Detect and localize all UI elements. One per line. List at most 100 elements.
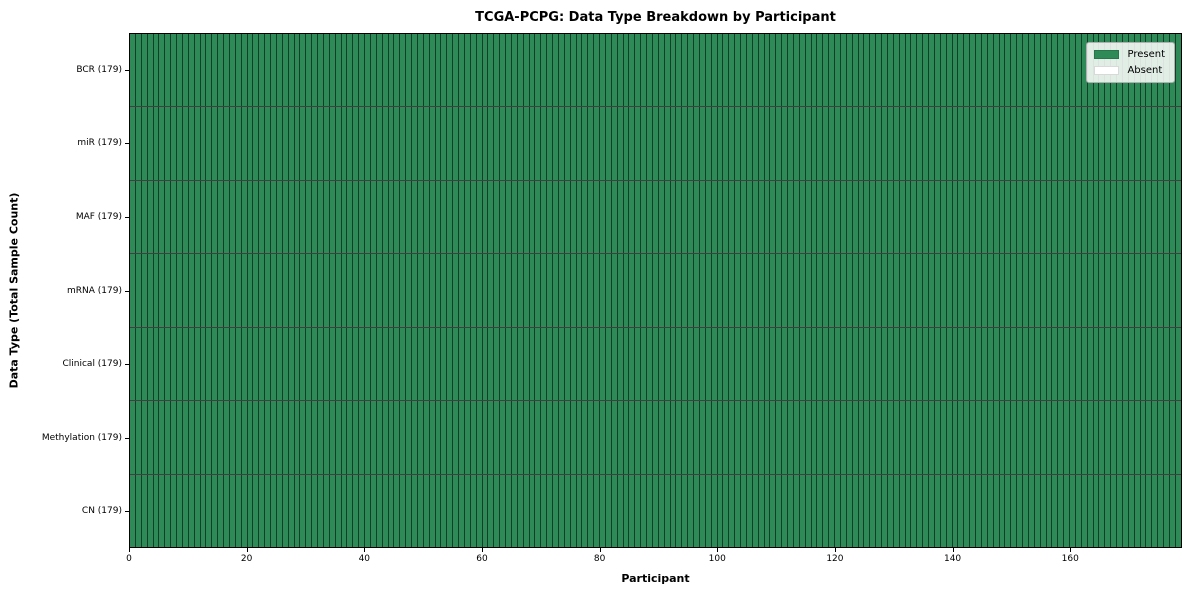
heatmap-cell bbox=[658, 474, 665, 547]
heatmap-cell bbox=[224, 401, 230, 474]
heatmap-cell bbox=[482, 34, 489, 107]
heatmap-cell bbox=[276, 254, 283, 327]
heatmap-cell bbox=[641, 107, 647, 180]
heatmap-cell bbox=[835, 254, 841, 327]
heatmap-cell bbox=[976, 327, 982, 401]
heatmap-cell bbox=[177, 107, 183, 180]
heatmap-cell bbox=[1152, 254, 1159, 327]
heatmap-cell bbox=[135, 474, 142, 547]
heatmap-cell bbox=[459, 401, 465, 474]
heatmap-cell bbox=[388, 254, 395, 327]
heatmap-cell bbox=[517, 474, 524, 547]
heatmap-cell bbox=[1011, 107, 1018, 180]
heatmap-cell bbox=[764, 474, 771, 547]
heatmap-cell bbox=[300, 254, 307, 327]
heatmap-cell bbox=[1169, 254, 1176, 327]
heatmap-cell bbox=[259, 107, 266, 180]
heatmap-cell bbox=[370, 401, 377, 474]
heatmap-cell bbox=[723, 327, 730, 401]
heatmap-cell bbox=[752, 327, 759, 401]
legend-item-present: Present bbox=[1094, 49, 1165, 60]
heatmap-cell bbox=[899, 254, 906, 327]
heatmap-cell bbox=[447, 254, 454, 327]
heatmap-cell bbox=[194, 474, 201, 547]
heatmap-cell bbox=[711, 180, 718, 254]
heatmap-cell bbox=[206, 474, 213, 547]
heatmap-cell bbox=[206, 34, 213, 107]
ytick-mark bbox=[125, 290, 129, 292]
heatmap-cell bbox=[1040, 34, 1047, 107]
heatmap-cell bbox=[805, 180, 812, 254]
heatmap-cell bbox=[752, 107, 759, 180]
heatmap-cell bbox=[1099, 107, 1106, 180]
heatmap-cell bbox=[341, 254, 348, 327]
heatmap-cell bbox=[529, 254, 536, 327]
heatmap-cell bbox=[347, 254, 354, 327]
heatmap-cell bbox=[588, 107, 595, 180]
heatmap-cell bbox=[817, 327, 824, 401]
heatmap-cell bbox=[235, 180, 242, 254]
heatmap-cell bbox=[553, 34, 559, 107]
heatmap-cell bbox=[658, 401, 665, 474]
heatmap-cell bbox=[517, 254, 524, 327]
heatmap-cell bbox=[359, 34, 365, 107]
heatmap-cell bbox=[623, 474, 630, 547]
heatmap-cell bbox=[253, 474, 260, 547]
heatmap-cell bbox=[159, 401, 166, 474]
heatmap-cell bbox=[711, 327, 718, 401]
heatmap-cell bbox=[329, 254, 336, 327]
heatmap-cell bbox=[153, 180, 160, 254]
heatmap-cell bbox=[582, 474, 589, 547]
heatmap-cell bbox=[417, 34, 424, 107]
heatmap-cell bbox=[335, 180, 342, 254]
heatmap-cell bbox=[476, 401, 483, 474]
heatmap-cell bbox=[934, 254, 941, 327]
heatmap-cell bbox=[805, 474, 812, 547]
xtick-label-80: 80 bbox=[593, 554, 606, 564]
heatmap-cell bbox=[893, 327, 900, 401]
heatmap-cell bbox=[882, 254, 888, 327]
heatmap-cell bbox=[1040, 180, 1047, 254]
heatmap-cell bbox=[400, 180, 407, 254]
heatmap-cell bbox=[694, 327, 700, 401]
heatmap-cell bbox=[629, 474, 636, 547]
heatmap-cell bbox=[958, 180, 965, 254]
heatmap-cell bbox=[670, 327, 677, 401]
heatmap-cell bbox=[788, 254, 794, 327]
heatmap-cell bbox=[1175, 180, 1181, 254]
heatmap-cell bbox=[541, 107, 548, 180]
heatmap-cell bbox=[1058, 180, 1065, 254]
heatmap-cell bbox=[1122, 107, 1129, 180]
heatmap-cell bbox=[1134, 107, 1141, 180]
heatmap-cell bbox=[253, 34, 260, 107]
heatmap-cell bbox=[429, 34, 436, 107]
heatmap-cell bbox=[229, 327, 236, 401]
heatmap-cell bbox=[494, 474, 501, 547]
heatmap-cell bbox=[981, 327, 988, 401]
heatmap-cell bbox=[1046, 180, 1053, 254]
heatmap-cell bbox=[981, 401, 988, 474]
heatmap-cell bbox=[564, 180, 571, 254]
heatmap-cell bbox=[406, 34, 412, 107]
heatmap-cell bbox=[423, 254, 430, 327]
heatmap-cell bbox=[294, 180, 301, 254]
heatmap-cell bbox=[899, 180, 906, 254]
heatmap-cell bbox=[1023, 401, 1029, 474]
heatmap-cell bbox=[376, 107, 383, 180]
heatmap-cell bbox=[1075, 34, 1082, 107]
heatmap-cell bbox=[1017, 474, 1023, 547]
heatmap-cell bbox=[564, 327, 571, 401]
heatmap-cell bbox=[318, 401, 324, 474]
heatmap-cell bbox=[529, 474, 536, 547]
xtick-label-0: 0 bbox=[126, 554, 132, 564]
heatmap-cell bbox=[447, 327, 454, 401]
heatmap-cell bbox=[265, 327, 271, 401]
heatmap-cell bbox=[840, 107, 847, 180]
heatmap-cell bbox=[1111, 401, 1117, 474]
heatmap-cell bbox=[823, 254, 830, 327]
heatmap-cell bbox=[506, 107, 512, 180]
heatmap-cell bbox=[212, 254, 219, 327]
heatmap-cell bbox=[235, 107, 242, 180]
heatmap-cell bbox=[353, 180, 360, 254]
xtick-mark bbox=[834, 548, 836, 552]
